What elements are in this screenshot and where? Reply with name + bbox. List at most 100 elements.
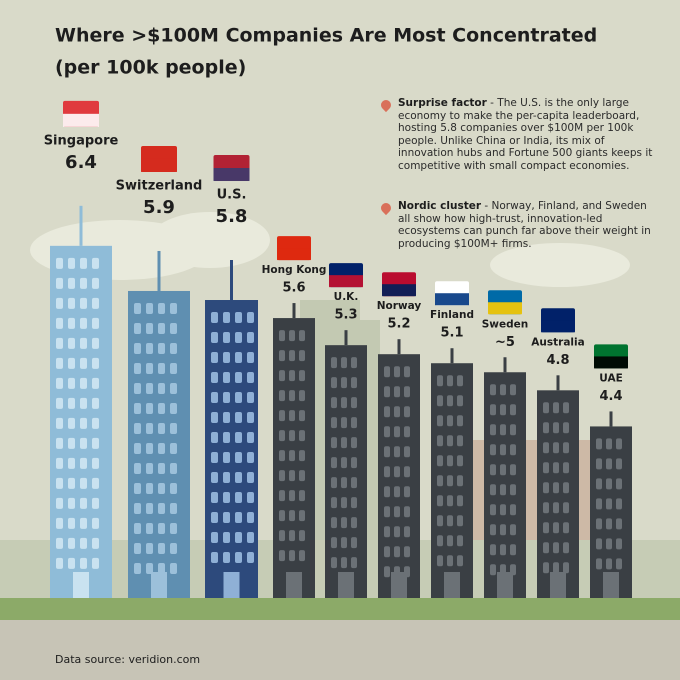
window (341, 497, 347, 509)
window (289, 350, 295, 362)
window (563, 482, 569, 494)
window (211, 532, 218, 544)
window (68, 517, 75, 529)
window (331, 557, 337, 569)
window (490, 504, 496, 516)
window (394, 546, 400, 558)
window (404, 366, 410, 378)
window (223, 492, 230, 504)
window (616, 518, 622, 530)
window (56, 417, 63, 429)
category-label: Norway (377, 300, 422, 312)
window (447, 415, 453, 427)
window (447, 455, 453, 467)
window (211, 432, 218, 444)
door (603, 572, 619, 598)
window (158, 382, 165, 394)
window (596, 518, 602, 530)
window (490, 564, 496, 576)
window (543, 462, 549, 474)
window (92, 517, 99, 529)
category-label: Australia (531, 336, 584, 348)
window (510, 384, 516, 396)
window (299, 430, 305, 442)
window (490, 524, 496, 536)
window (279, 450, 285, 462)
category-label: Switzerland (116, 178, 203, 193)
window (500, 424, 506, 436)
window (68, 317, 75, 329)
window (134, 322, 141, 334)
window (56, 457, 63, 469)
window (56, 277, 63, 289)
window (289, 530, 295, 542)
window (80, 337, 87, 349)
window (279, 550, 285, 562)
window (80, 317, 87, 329)
window (56, 397, 63, 409)
window (56, 517, 63, 529)
window (384, 426, 390, 438)
window (447, 475, 453, 487)
window (92, 457, 99, 469)
window (247, 512, 254, 524)
window (331, 457, 337, 469)
window (211, 412, 218, 424)
window (92, 277, 99, 289)
window (235, 412, 242, 424)
window (543, 402, 549, 414)
window (223, 372, 230, 384)
window (80, 557, 87, 569)
window (500, 544, 506, 556)
window (384, 446, 390, 458)
window (299, 450, 305, 462)
window (543, 442, 549, 454)
window (170, 402, 177, 414)
window (56, 337, 63, 349)
category-label: Sweden (482, 318, 529, 330)
door (338, 572, 354, 598)
window (606, 498, 612, 510)
window (351, 497, 357, 509)
window (68, 457, 75, 469)
window (146, 462, 153, 474)
window (80, 497, 87, 509)
window (134, 302, 141, 314)
window (235, 312, 242, 324)
window (92, 557, 99, 569)
window (553, 462, 559, 474)
window (596, 538, 602, 550)
window (247, 312, 254, 324)
window (500, 524, 506, 536)
window (56, 317, 63, 329)
window (606, 438, 612, 450)
window (341, 437, 347, 449)
category-label: Finland (430, 309, 474, 321)
window (351, 357, 357, 369)
window (394, 446, 400, 458)
window (563, 402, 569, 414)
flag (277, 248, 311, 261)
window (247, 552, 254, 564)
window (247, 372, 254, 384)
window (437, 555, 443, 567)
window (404, 526, 410, 538)
window (92, 337, 99, 349)
window (553, 402, 559, 414)
window (563, 442, 569, 454)
window (80, 297, 87, 309)
bar (205, 300, 258, 598)
window (170, 562, 177, 574)
window (68, 537, 75, 549)
window (134, 462, 141, 474)
window (170, 522, 177, 534)
window (341, 417, 347, 429)
window (490, 444, 496, 456)
window (341, 517, 347, 529)
door (73, 572, 89, 598)
window (235, 492, 242, 504)
window (247, 472, 254, 484)
window (351, 377, 357, 389)
window (606, 538, 612, 550)
window (80, 437, 87, 449)
